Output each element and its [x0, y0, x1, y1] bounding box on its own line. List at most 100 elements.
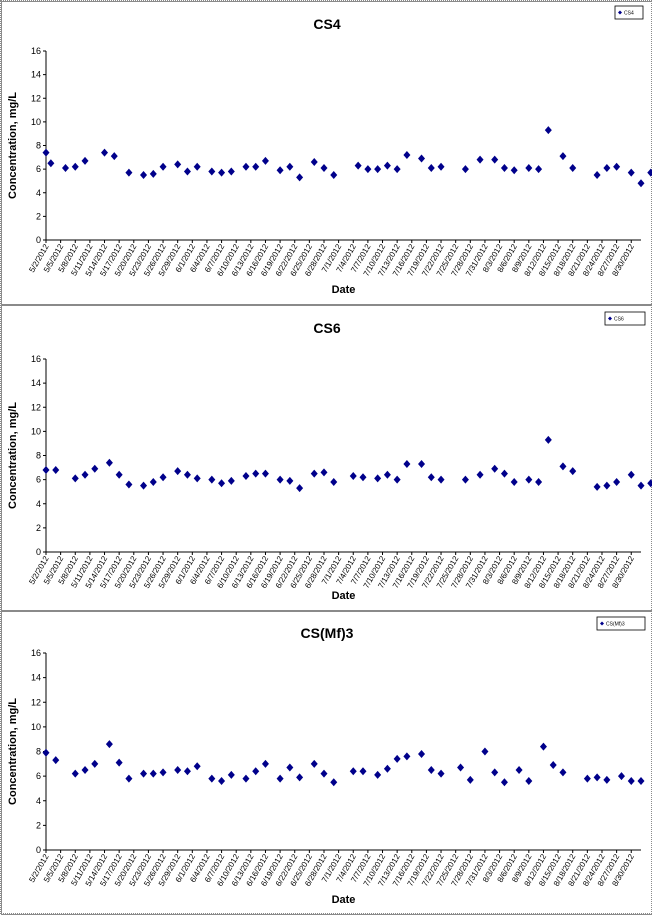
- y-tick-label: 0: [36, 547, 41, 557]
- data-point: [82, 471, 89, 479]
- data-point: [418, 750, 425, 758]
- data-point: [428, 766, 435, 774]
- data-point: [355, 162, 362, 170]
- y-tick-label: 2: [36, 820, 41, 830]
- data-point: [545, 126, 552, 134]
- data-point: [462, 165, 469, 173]
- data-point: [125, 775, 132, 783]
- data-point: [384, 471, 391, 479]
- data-point: [418, 460, 425, 468]
- chart-panel: CS6CS602468101214165/2/20125/5/20125/8/2…: [2, 306, 652, 611]
- data-point: [106, 459, 113, 467]
- data-point: [262, 157, 269, 165]
- data-point: [72, 474, 79, 482]
- data-point: [82, 766, 89, 774]
- data-point: [628, 169, 635, 177]
- x-axis-title: Date: [332, 894, 356, 906]
- data-point: [501, 778, 508, 786]
- data-point: [228, 167, 235, 175]
- data-point: [47, 159, 54, 167]
- data-point: [106, 740, 113, 748]
- data-point: [160, 768, 167, 776]
- data-point: [218, 777, 225, 785]
- data-point: [403, 460, 410, 468]
- y-tick-label: 12: [31, 402, 41, 412]
- chart-panel: CS(Mf)3CS(Mf)302468101214165/2/20125/5/2…: [2, 612, 652, 915]
- y-tick-label: 10: [31, 722, 41, 732]
- data-point: [174, 160, 181, 168]
- data-point: [174, 766, 181, 774]
- data-point: [262, 760, 269, 768]
- y-tick-label: 6: [36, 475, 41, 485]
- chart-title: CS(Mf)3: [301, 625, 354, 641]
- data-point: [228, 477, 235, 485]
- data-point: [428, 473, 435, 481]
- y-tick-label: 14: [31, 673, 41, 683]
- y-tick-label: 14: [31, 378, 41, 388]
- data-point: [364, 165, 371, 173]
- data-point: [491, 768, 498, 776]
- data-point: [194, 163, 201, 171]
- data-point: [218, 169, 225, 177]
- data-point: [477, 156, 484, 164]
- y-tick-label: 16: [31, 648, 41, 658]
- chart-title: CS6: [313, 320, 340, 336]
- data-point: [647, 169, 652, 177]
- data-point: [394, 476, 401, 484]
- data-point: [277, 775, 284, 783]
- y-axis-title: Concentration, mg/L: [7, 698, 19, 805]
- data-point: [150, 770, 157, 778]
- data-point: [613, 478, 620, 486]
- data-point: [457, 764, 464, 772]
- y-axis-title: Concentration, mg/L: [7, 402, 19, 509]
- data-point: [584, 775, 591, 783]
- data-point: [72, 163, 79, 171]
- data-point: [320, 468, 327, 476]
- data-point: [150, 170, 157, 178]
- data-point: [242, 472, 249, 480]
- y-tick-label: 4: [36, 499, 41, 509]
- data-point: [208, 476, 215, 484]
- x-axis-title: Date: [332, 590, 356, 602]
- data-point: [116, 759, 123, 767]
- data-point: [647, 479, 652, 487]
- y-tick-label: 6: [36, 771, 41, 781]
- data-point: [540, 743, 547, 751]
- data-point: [511, 478, 518, 486]
- legend-entry: CS4: [624, 11, 634, 17]
- data-point: [82, 157, 89, 165]
- legend-entry: CS6: [614, 317, 624, 323]
- chart-title: CS4: [313, 16, 340, 32]
- data-point: [184, 471, 191, 479]
- data-point: [218, 479, 225, 487]
- data-point: [559, 462, 566, 470]
- data-point: [501, 164, 508, 172]
- y-tick-label: 4: [36, 796, 41, 806]
- data-point: [559, 152, 566, 160]
- data-point: [140, 171, 147, 179]
- data-point: [477, 471, 484, 479]
- data-point: [394, 165, 401, 173]
- y-axis-title: Concentration, mg/L: [7, 92, 19, 199]
- y-tick-label: 16: [31, 354, 41, 364]
- data-point: [140, 770, 147, 778]
- data-point: [184, 167, 191, 175]
- data-point: [252, 470, 259, 478]
- data-point: [603, 776, 610, 784]
- data-point: [603, 482, 610, 490]
- data-point: [330, 478, 337, 486]
- data-point: [350, 767, 357, 775]
- data-point: [525, 476, 532, 484]
- y-tick-label: 2: [36, 211, 41, 221]
- data-point: [403, 151, 410, 159]
- data-point: [438, 476, 445, 484]
- data-point: [311, 470, 318, 478]
- y-tick-label: 16: [31, 46, 41, 56]
- data-point: [208, 775, 215, 783]
- data-point: [286, 477, 293, 485]
- y-tick-label: 12: [31, 93, 41, 103]
- data-point: [516, 766, 523, 774]
- data-point: [545, 436, 552, 444]
- data-point: [535, 478, 542, 486]
